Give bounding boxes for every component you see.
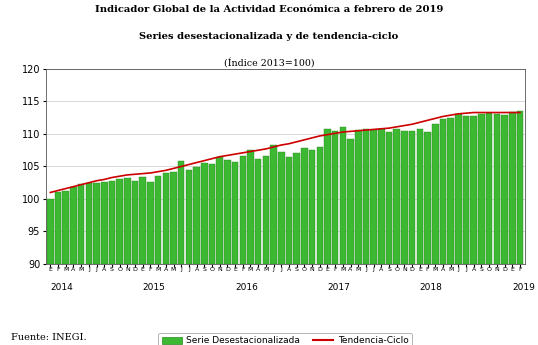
Bar xyxy=(370,130,377,264)
Bar xyxy=(348,139,354,264)
Text: 2017: 2017 xyxy=(328,283,350,292)
Bar xyxy=(416,129,423,264)
Bar xyxy=(309,150,315,264)
Bar xyxy=(424,132,431,264)
Bar xyxy=(316,147,323,264)
Bar xyxy=(448,118,454,264)
Bar xyxy=(201,163,208,264)
Bar xyxy=(139,177,146,264)
Bar xyxy=(62,191,69,264)
Bar xyxy=(386,132,392,264)
Text: Fuente: INEGI.: Fuente: INEGI. xyxy=(11,333,87,342)
Bar xyxy=(516,111,523,264)
Text: 2015: 2015 xyxy=(143,283,166,292)
Bar xyxy=(301,148,308,264)
Bar xyxy=(93,183,100,264)
Bar xyxy=(224,160,231,264)
Bar xyxy=(55,192,61,264)
Bar xyxy=(478,115,485,264)
Bar xyxy=(501,115,508,264)
Bar xyxy=(193,167,200,264)
Bar xyxy=(339,127,346,264)
Bar xyxy=(378,129,385,264)
Bar xyxy=(70,187,77,264)
Bar xyxy=(86,183,92,264)
Bar xyxy=(162,173,169,264)
Bar xyxy=(470,116,477,264)
Bar xyxy=(155,176,161,264)
Bar xyxy=(409,131,415,264)
Bar xyxy=(355,130,362,264)
Bar xyxy=(363,129,369,264)
Bar xyxy=(440,119,446,264)
Bar xyxy=(116,179,123,264)
Bar xyxy=(47,199,54,264)
Bar xyxy=(170,172,177,264)
Text: 2014: 2014 xyxy=(51,283,73,292)
Bar xyxy=(493,115,500,264)
Bar xyxy=(324,129,331,264)
Bar xyxy=(109,181,115,264)
Bar xyxy=(178,161,185,264)
Bar xyxy=(401,131,408,264)
Bar xyxy=(209,164,215,264)
Bar xyxy=(432,124,438,264)
Text: Indicador Global de la Actividad Económica a febrero de 2019: Indicador Global de la Actividad Económi… xyxy=(95,5,443,14)
Bar xyxy=(124,178,131,264)
Bar xyxy=(232,162,238,264)
Bar xyxy=(293,154,300,264)
Text: 2018: 2018 xyxy=(420,283,443,292)
Text: Series desestacionalizada y de tendencia-ciclo: Series desestacionalizada y de tendencia… xyxy=(139,32,399,41)
Bar xyxy=(455,114,462,264)
Text: (Índice 2013=100): (Índice 2013=100) xyxy=(224,58,314,68)
Text: 2019: 2019 xyxy=(512,283,535,292)
Bar xyxy=(278,151,285,264)
Bar xyxy=(286,157,292,264)
Bar xyxy=(486,112,492,264)
Bar xyxy=(247,150,254,264)
Bar xyxy=(463,116,469,264)
Bar xyxy=(186,170,192,264)
Bar xyxy=(239,156,246,264)
Bar xyxy=(332,131,338,264)
Bar xyxy=(101,182,108,264)
Bar xyxy=(216,157,223,264)
Bar xyxy=(78,184,84,264)
Bar xyxy=(270,145,277,264)
Text: 2016: 2016 xyxy=(235,283,258,292)
Bar xyxy=(263,156,269,264)
Legend: Serie Desestacionalizada, Tendencia-Ciclo: Serie Desestacionalizada, Tendencia-Cicl… xyxy=(158,333,412,345)
Bar xyxy=(393,129,400,264)
Bar xyxy=(132,181,138,264)
Bar xyxy=(509,112,515,264)
Bar xyxy=(255,159,261,264)
Bar xyxy=(147,182,154,264)
